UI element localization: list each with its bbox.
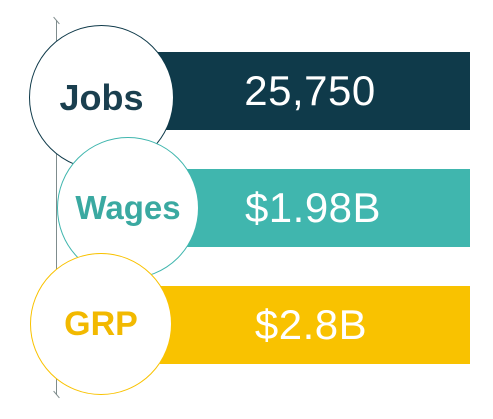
jobs-value-bar: 25,750 xyxy=(158,52,470,130)
connector-line xyxy=(56,20,58,395)
jobs-value: 25,750 xyxy=(244,67,376,114)
grp-label-circle: GRP xyxy=(30,253,172,395)
grp-value: $2.8B xyxy=(254,301,368,348)
wages-value-bar: $1.98B xyxy=(180,169,470,247)
wages-value: $1.98B xyxy=(244,184,382,231)
wages-label: Wages xyxy=(75,189,181,226)
grp-label: GRP xyxy=(64,304,138,343)
jobs-label: Jobs xyxy=(59,76,144,118)
grp-value-bar: $2.8B xyxy=(160,286,470,364)
